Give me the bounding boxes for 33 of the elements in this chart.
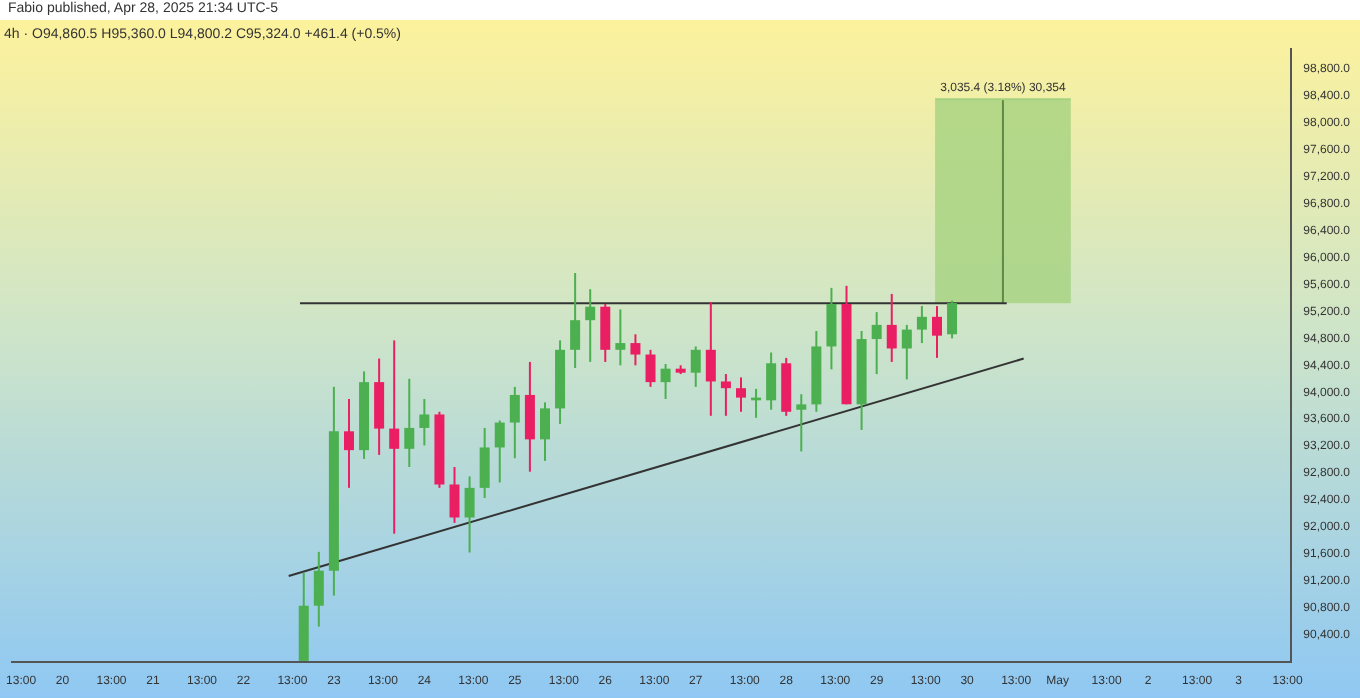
candlestick (494, 419, 505, 484)
candlestick (570, 272, 581, 369)
candlestick (705, 301, 716, 417)
candlestick (720, 373, 731, 417)
candlestick (826, 286, 837, 371)
candlestick (886, 292, 897, 363)
candlestick (690, 345, 701, 388)
candlestick (404, 377, 415, 468)
candlestick (464, 475, 475, 554)
candlestick (539, 401, 550, 462)
candlestick (735, 376, 746, 413)
candlestick (901, 323, 912, 381)
candlestick (343, 397, 354, 489)
candlestick (931, 305, 942, 359)
candlestick (916, 305, 927, 345)
candlestick (600, 303, 611, 363)
candlestick (419, 397, 430, 447)
candlestick (660, 362, 671, 400)
candlestick (479, 426, 490, 499)
candlestick (615, 308, 626, 367)
candlestick (313, 550, 324, 628)
candlestick (630, 333, 641, 367)
candlestick (645, 348, 656, 388)
candlestick (796, 393, 807, 453)
candlestick (374, 357, 385, 456)
candlestick (871, 311, 882, 376)
candlestick (509, 385, 520, 460)
candlestick (524, 360, 535, 473)
candlestick (389, 339, 400, 535)
candlestick (449, 465, 460, 524)
candlestick (947, 299, 958, 340)
candlestick (766, 351, 777, 411)
candlestick (585, 288, 596, 363)
